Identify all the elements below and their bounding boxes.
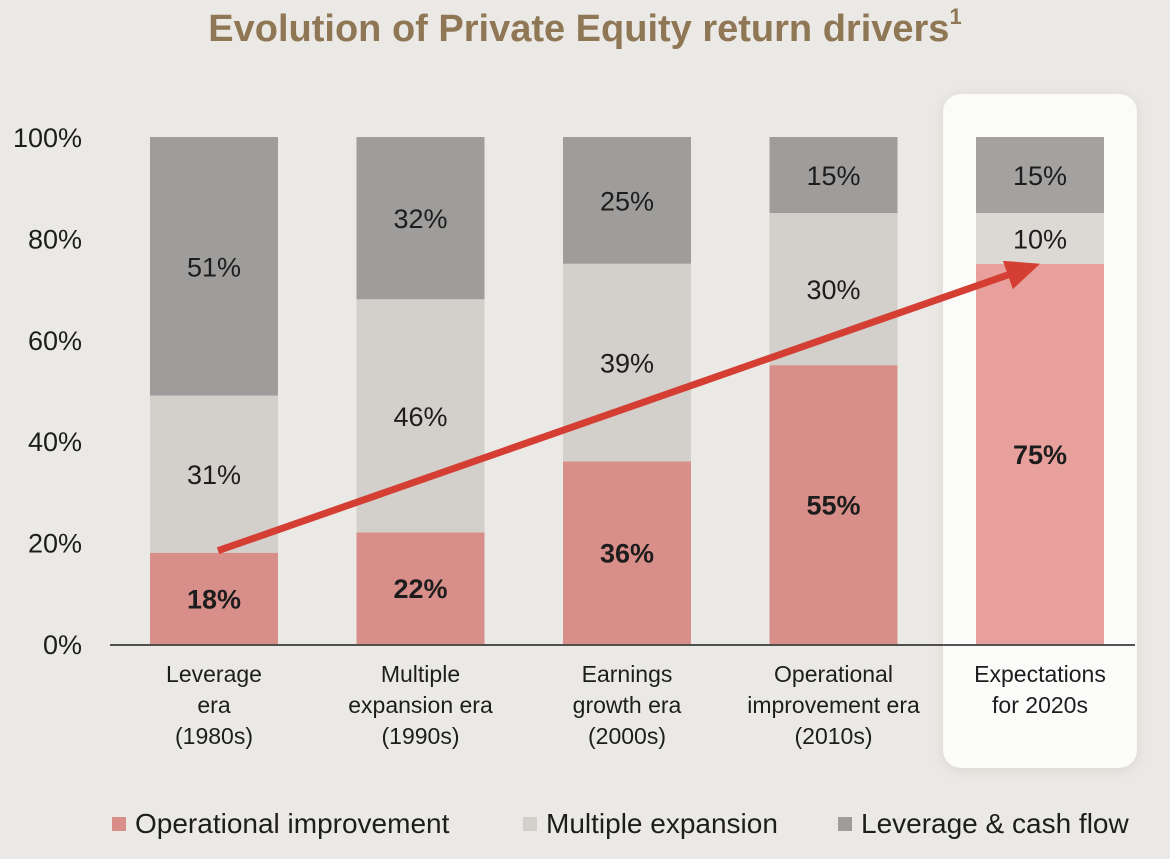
legend-label: Operational improvement: [135, 808, 450, 839]
legend-item: Leverage & cash flow: [838, 808, 1129, 840]
y-tick-label: 80%: [28, 224, 82, 254]
bar-segment: [769, 365, 898, 644]
bar-segment: [976, 263, 1104, 644]
data-label: 36%: [600, 539, 654, 569]
legend-label: Multiple expansion: [546, 808, 778, 839]
legend-swatch: [112, 817, 126, 831]
x-tick-label: Earnings: [582, 661, 673, 687]
bar-segment: [150, 137, 278, 396]
data-label: 51%: [187, 252, 241, 282]
legend-label: Leverage & cash flow: [861, 808, 1129, 839]
data-label: 25%: [600, 186, 654, 216]
data-label: 10%: [1013, 224, 1067, 254]
data-label: 15%: [1013, 161, 1067, 191]
x-tick-label: growth era: [573, 692, 682, 718]
x-tick-label: (2000s): [588, 723, 666, 749]
bar-segment: [563, 461, 691, 644]
bar-segment: [150, 395, 278, 553]
title-footnote: 1: [949, 4, 962, 29]
chart-legend: Operational improvement Multiple expansio…: [0, 808, 1170, 848]
data-label: 15%: [806, 161, 860, 191]
x-tick-label: Multiple: [381, 661, 460, 687]
x-tick-label: (1980s): [175, 723, 253, 749]
y-tick-label: 20%: [28, 529, 82, 559]
y-tick-label: 0%: [43, 630, 82, 660]
legend-swatch: [523, 817, 537, 831]
data-label: 46%: [393, 402, 447, 432]
y-tick-label: 60%: [28, 326, 82, 356]
x-tick-label: expansion era: [348, 692, 493, 718]
bar-segment: [769, 137, 898, 214]
y-tick-label: 100%: [13, 123, 82, 153]
trend-arrow-head: [1002, 260, 1040, 290]
bar-segment: [356, 532, 485, 644]
legend-item: Operational improvement: [112, 808, 449, 840]
bar-segment: [150, 552, 278, 644]
x-tick-label: Operational: [774, 661, 893, 687]
bar-segment: [976, 213, 1104, 264]
bar-segment: [563, 263, 691, 462]
x-tick-label: era: [197, 692, 230, 718]
x-tick-label: Leverage: [166, 661, 262, 687]
x-tick-label: (1990s): [382, 723, 460, 749]
data-label: 18%: [187, 584, 241, 614]
stacked-bar-chart: 0% 20% 40% 60% 80% 100% Leverage era (1980s) Mult…: [13, 94, 1137, 770]
x-tick-label: for 2020s: [992, 692, 1088, 718]
bar-segment: [769, 213, 898, 366]
bar-segment: [563, 137, 691, 264]
x-tick-label: Expectations: [974, 661, 1106, 687]
bar-segment: [976, 137, 1104, 214]
data-label: 39%: [600, 349, 654, 379]
data-label: 31%: [187, 460, 241, 490]
legend-item: Multiple expansion: [523, 808, 778, 840]
x-tick-label: improvement era: [747, 692, 920, 718]
data-label: 30%: [806, 275, 860, 305]
chart-title-text: Evolution of Private Equity return drive…: [208, 8, 950, 50]
data-label: 22%: [393, 574, 447, 604]
y-tick-label: 40%: [28, 427, 82, 457]
data-label: 75%: [1013, 440, 1067, 470]
data-label: 55%: [806, 491, 860, 521]
data-label: 32%: [393, 204, 447, 234]
trend-arrow-line: [216, 271, 1010, 555]
x-tick-label: (2010s): [795, 723, 873, 749]
legend-swatch: [838, 817, 852, 831]
chart-title: Evolution of Private Equity return drive…: [0, 4, 1170, 51]
bar-segment: [356, 137, 485, 300]
